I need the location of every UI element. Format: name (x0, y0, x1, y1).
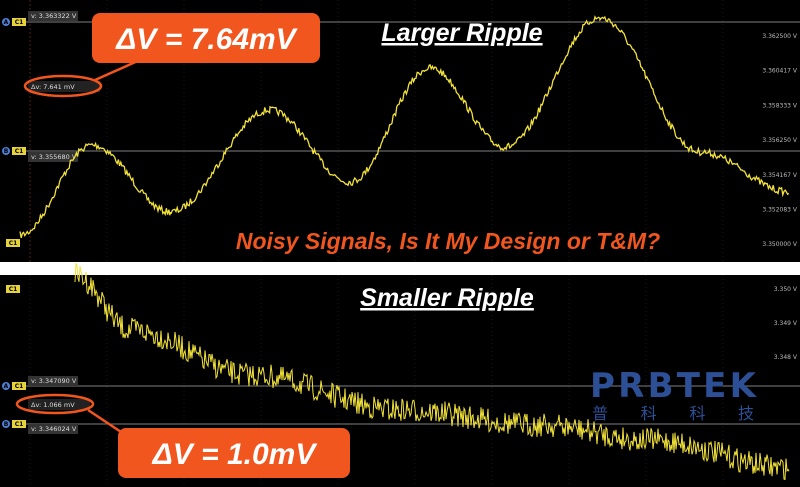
channel-tag (6, 285, 20, 293)
waveform (19, 15, 790, 239)
channel-label: C1 (9, 240, 18, 247)
panel-title: Larger Ripple (381, 19, 542, 47)
callout-box (118, 428, 350, 478)
axis-label: 3.348 V (774, 354, 798, 361)
cursor-marker (2, 18, 10, 26)
readout-box (28, 11, 78, 21)
readout-box (28, 152, 78, 162)
channel-label: C1 (15, 421, 24, 428)
axis-label: 3.360417 V (762, 68, 798, 75)
channel-label: C1 (15, 148, 24, 155)
headline: Noisy Signals, Is It My Design or T&M? (236, 228, 660, 254)
marker-label: B (4, 421, 9, 428)
axis-label: 3.349 V (774, 320, 798, 327)
waveform (74, 263, 790, 481)
channel-tag (12, 382, 26, 390)
axis-label: 3.350000 V (762, 241, 798, 248)
axis-label: 3.352083 V (762, 207, 798, 214)
cursor-readout: v: 3.347090 V (31, 377, 77, 385)
marker-label: B (4, 148, 9, 155)
channel-label: C1 (9, 286, 18, 293)
callout-box (92, 13, 320, 63)
panel-title: Smaller Ripple (360, 284, 534, 312)
marker-label: A (4, 383, 9, 390)
cursor-marker (2, 420, 10, 428)
marker-label: A (4, 19, 9, 26)
channel-tag (6, 239, 20, 247)
axis-label: 3.354167 V (762, 172, 798, 179)
callout-text: ΔV = 7.64mV (115, 23, 298, 56)
highlight-ellipse (23, 74, 103, 98)
axis-label: 3.356250 V (762, 137, 798, 144)
callout-text: ΔV = 1.0mV (152, 438, 319, 471)
axis-label: 3.350 V (774, 286, 798, 293)
readout-box (28, 399, 90, 410)
cursor-readout: v: 3.346024 V (31, 425, 77, 433)
channel-label: C1 (15, 19, 24, 26)
cursor-readout: v: 3.355680 V (31, 153, 77, 161)
channel-label: C1 (15, 383, 24, 390)
highlight-ellipse (15, 393, 95, 415)
cursor-readout: v: 3.363322 V (31, 12, 77, 20)
readout-box (28, 81, 100, 92)
channel-tag (12, 18, 26, 26)
delta-readout: Δv: 7.641 mV (31, 83, 75, 91)
delta-readout: Δv: 1.066 mV (31, 401, 75, 409)
axis-label: 3.358333 V (762, 102, 798, 109)
callout-line (94, 58, 141, 82)
readout-box (28, 424, 78, 434)
cursor-marker (2, 147, 10, 155)
readout-box (28, 376, 78, 386)
cursor-marker (2, 382, 10, 390)
axis-label: 3.362500 V (762, 33, 798, 40)
channel-tag (12, 147, 26, 155)
channel-tag (12, 420, 26, 428)
